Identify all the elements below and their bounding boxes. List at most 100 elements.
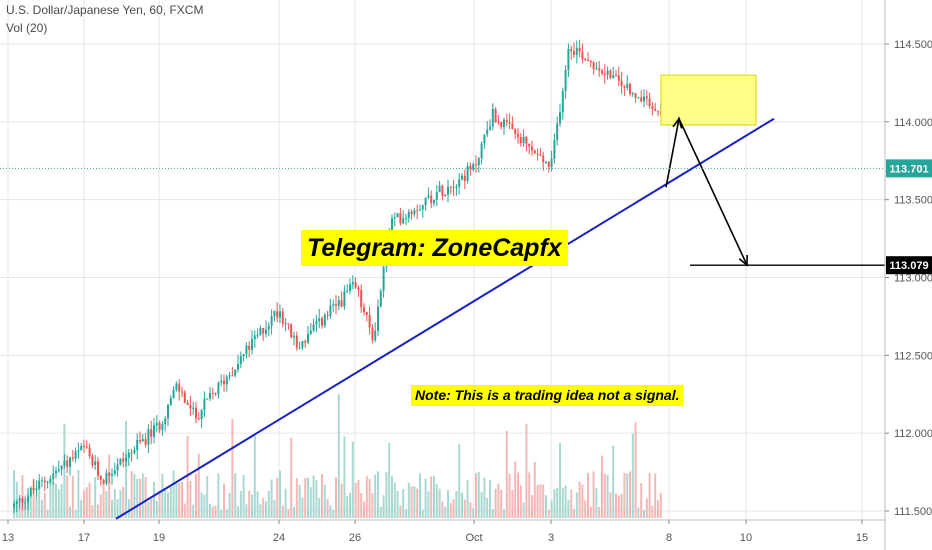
candle-body: [477, 158, 480, 166]
candle-body: [511, 123, 514, 129]
volume-bar: [175, 483, 178, 518]
candle-body: [561, 91, 564, 113]
volume-bar: [643, 509, 645, 518]
volume-bar: [245, 504, 248, 518]
time-axis[interactable]: 13 17 19 24 26 Oct 3 8 10 15: [0, 519, 885, 544]
projection-path: [665, 116, 748, 266]
last-price-tag: [886, 159, 932, 178]
volume-bar: [133, 474, 136, 518]
volume-bar: [592, 471, 595, 518]
candle-body: [393, 217, 396, 219]
time-tick-label: 10: [740, 532, 752, 544]
volume-bar: [80, 499, 83, 518]
volume-bar: [396, 491, 399, 518]
candle-body: [545, 161, 547, 163]
candle-body: [141, 439, 144, 442]
volume-bar: [273, 499, 276, 518]
volume-bar: [321, 474, 323, 518]
volume-bar: [125, 420, 127, 518]
volume-bar: [32, 479, 35, 518]
candle-body: [197, 418, 200, 420]
candle-body: [587, 60, 589, 62]
candle-body: [631, 93, 634, 95]
volume-bar: [413, 486, 416, 518]
candle-body: [253, 335, 256, 340]
volume-bar: [167, 492, 169, 518]
volume-bar: [192, 504, 195, 518]
volume-bar: [251, 494, 253, 518]
volume-bar: [637, 507, 640, 518]
candle-body: [349, 284, 351, 291]
volume-bar: [531, 495, 533, 518]
volume-bar: [441, 501, 444, 518]
volume-bar: [486, 497, 489, 518]
candle-body: [483, 134, 486, 144]
volume-bar: [239, 491, 242, 518]
volume-bar: [60, 484, 63, 518]
volume-bar: [469, 502, 472, 518]
candle-body: [559, 112, 561, 124]
candle-body: [480, 143, 483, 159]
candle-body: [539, 154, 542, 156]
volume-bar: [267, 490, 270, 518]
candle-body: [525, 136, 528, 144]
candle-body: [410, 211, 413, 215]
volume-bar: [332, 509, 335, 518]
candle-body: [405, 217, 407, 219]
candle-body: [435, 192, 438, 200]
volume-bar: [480, 491, 483, 518]
candle-body: [357, 287, 360, 290]
volume-bar: [270, 479, 273, 518]
candle-body: [265, 329, 267, 334]
candle-body: [413, 210, 416, 215]
candle-body: [329, 305, 332, 316]
volume-bar: [71, 475, 74, 518]
volume-bar: [351, 441, 354, 518]
volume-bar: [309, 487, 312, 518]
candle-body: [85, 446, 88, 448]
volume-bar: [217, 473, 220, 518]
candle-body: [374, 330, 377, 341]
volume-bar: [452, 499, 455, 518]
candle-body: [21, 498, 24, 503]
candle-body: [508, 122, 511, 124]
volume-bar: [195, 473, 197, 518]
price-tick-label: 114.000: [894, 117, 932, 129]
candle-body: [111, 473, 113, 476]
volume-bar: [609, 492, 612, 518]
volume-bar: [542, 484, 545, 518]
candle-body: [200, 409, 203, 420]
candle-body: [262, 327, 265, 334]
candle-body: [178, 383, 181, 392]
volume-bar: [357, 480, 360, 518]
volume-bar: [29, 497, 32, 518]
candle-body: [133, 450, 136, 453]
candle-body: [273, 311, 276, 316]
candle-body: [505, 119, 508, 123]
candle-body: [153, 425, 155, 437]
volume-indicator-label: Vol (20): [6, 21, 48, 35]
volume-bar: [127, 499, 130, 518]
volume-bar: [472, 508, 475, 518]
candle-body: [251, 339, 253, 350]
price-axis[interactable]: 111.500 112.000 112.500 113.000 113.500 114.0…: [884, 0, 932, 550]
candle-body: [130, 452, 133, 454]
candle-body: [343, 291, 346, 307]
volume-bar: [74, 509, 77, 518]
volume-bar: [259, 504, 262, 518]
volume-bar: [587, 472, 589, 518]
volume-bar: [522, 502, 525, 518]
candle-body: [41, 480, 43, 482]
candle-body: [447, 186, 449, 195]
volume-bar: [329, 505, 332, 518]
candle-body: [276, 311, 279, 318]
volume-bar: [648, 473, 651, 518]
candle-body: [626, 83, 629, 88]
candle-body: [430, 195, 433, 204]
volume-bar: [164, 490, 167, 518]
volume-bar: [153, 481, 155, 518]
volume-bar: [561, 487, 564, 518]
candle-body: [550, 158, 553, 167]
candle-body: [472, 164, 475, 170]
